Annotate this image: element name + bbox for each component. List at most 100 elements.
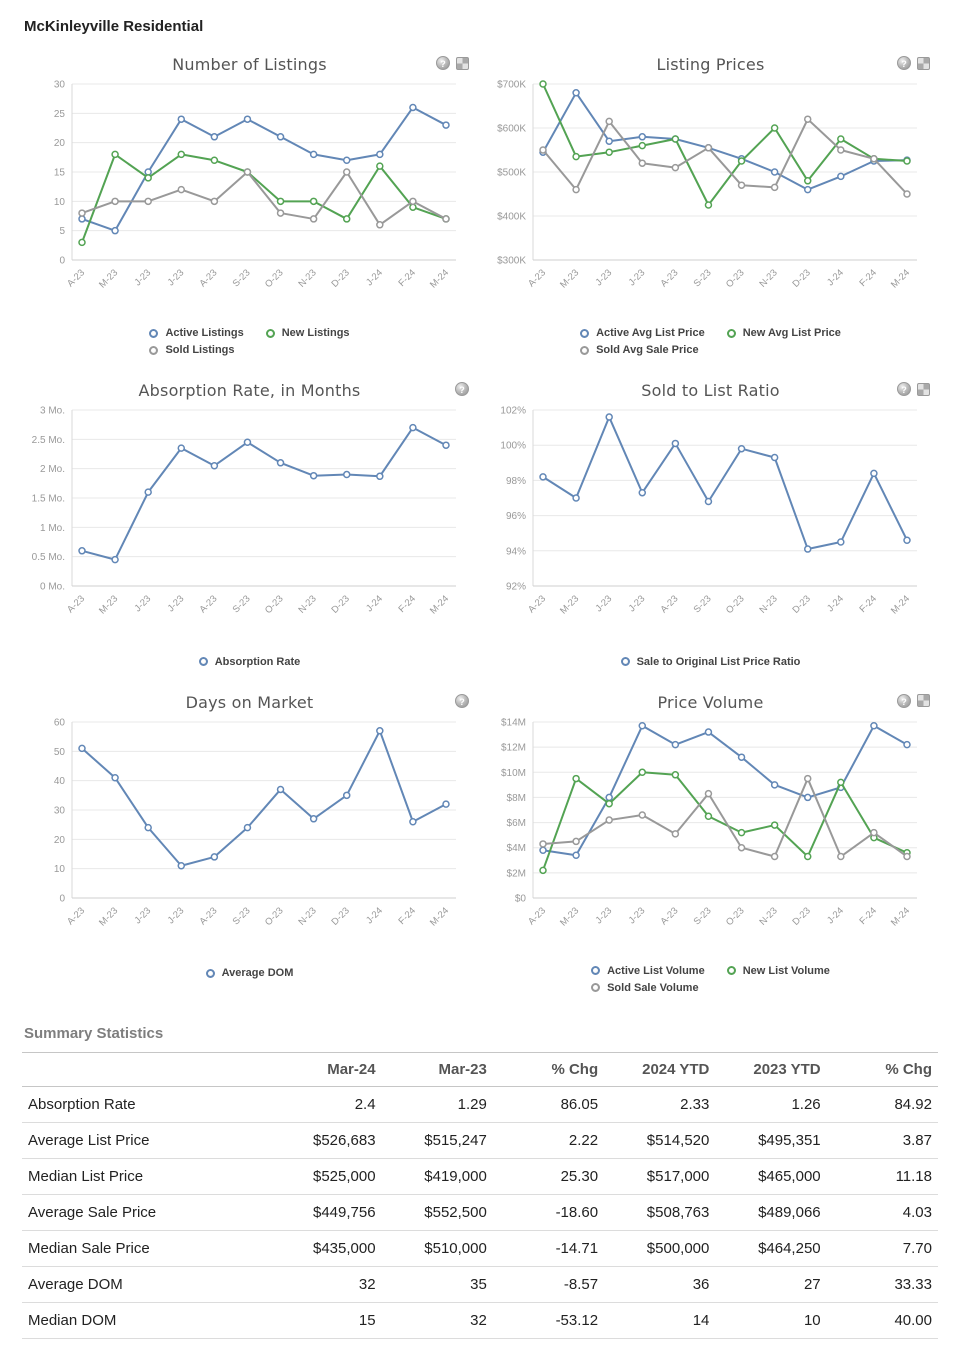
chart-sold-to-list-ratio: Sold to List Ratio? 92% 94% 96% 98% 100% 102% A… <box>483 377 938 673</box>
data-point <box>539 80 547 88</box>
legend-item-active-list-volume[interactable]: Active List Volume <box>591 965 705 977</box>
summary-table-head: Mar-24 Mar-23% Chg 2024 YTD 2023 YTD% Chg <box>22 1051 938 1087</box>
table-row: Average DOM 32 35 -8.57 36 27 33.33 <box>22 1266 938 1303</box>
data-point <box>605 413 613 421</box>
x-tick-label: A-23 <box>659 593 681 615</box>
data-point <box>177 185 186 194</box>
data-point <box>78 238 86 247</box>
chart-canvas: 0 10 20 30 40 50 60 A-23 M-23 J-23 J-23 A-23 S-23 O-2… <box>54 717 456 928</box>
series-line <box>542 83 908 206</box>
chart-title: Price Volume <box>657 692 764 712</box>
x-tick-label: S-23 <box>692 905 714 927</box>
x-tick-label: M-24 <box>889 905 912 928</box>
legend-item-sold-sale-volume[interactable]: Sold Sale Volume <box>591 982 699 994</box>
legend-item-active-listings[interactable]: Active Listings <box>149 327 244 339</box>
data-point <box>737 157 746 165</box>
chart-canvas: $0 $2M $4M $6M $8M $10M $12M $14M A-23 M-23 J-23 J-… <box>501 717 917 928</box>
series-line <box>81 153 447 244</box>
data-point <box>770 124 779 132</box>
x-tick-label: J-24 <box>825 905 846 926</box>
legend-item-new-avg-list-price[interactable]: New Avg List Price <box>726 327 841 339</box>
data-point <box>903 740 911 748</box>
x-tick-label: D-23 <box>330 905 352 927</box>
legend-label: Sale to Original List Price Ratio <box>636 655 801 668</box>
data-point <box>870 469 878 478</box>
data-point <box>605 815 613 824</box>
chart-title: Sold to List Ratio <box>641 381 780 400</box>
x-tick-label: J-23 <box>593 267 614 288</box>
data-point <box>210 156 219 165</box>
legend-item-sold-avg-sale-price[interactable]: Sold Avg Sale Price <box>580 344 699 356</box>
legend-label: Sold Avg Sale Price <box>596 344 699 356</box>
export-icon[interactable] <box>917 694 930 707</box>
info-icon[interactable]: ? <box>455 693 469 708</box>
data-point <box>243 823 252 831</box>
row-value: 84.92 <box>826 1086 938 1123</box>
data-point <box>638 141 647 150</box>
info-icon[interactable]: ? <box>455 382 469 396</box>
y-tick-label: 25 <box>54 109 66 120</box>
summary-col-header <box>22 1051 271 1087</box>
y-tick-label: $6M <box>507 818 526 829</box>
row-label: Average List Price <box>22 1122 271 1159</box>
legend-item-new-list-volume[interactable]: New List Volume <box>726 965 830 977</box>
y-tick-label: 20 <box>54 138 66 149</box>
row-label: Average DOM <box>22 1266 271 1303</box>
x-tick-label: J-24 <box>364 267 385 288</box>
chart-icons: ? <box>897 382 930 396</box>
info-icon[interactable]: ? <box>897 693 911 708</box>
x-tick-label: O-23 <box>724 905 747 928</box>
info-icon[interactable]: ? <box>436 56 450 70</box>
data-point <box>210 133 219 141</box>
data-point <box>144 488 152 496</box>
legend-marker-icon <box>591 983 601 992</box>
y-tick-label: 15 <box>54 168 66 179</box>
x-tick-label: S-23 <box>231 905 253 927</box>
data-point <box>572 185 580 194</box>
data-point <box>770 183 779 192</box>
data-point <box>770 820 779 829</box>
y-tick-label: 50 <box>54 746 66 757</box>
data-point <box>539 473 547 481</box>
data-point <box>837 778 845 786</box>
data-point <box>803 115 812 123</box>
data-point <box>605 799 613 807</box>
data-point <box>671 135 680 143</box>
export-icon[interactable] <box>917 56 930 70</box>
data-point <box>376 162 384 170</box>
legend-item-absorption-rate[interactable]: Absorption Rate <box>198 656 300 668</box>
info-icon[interactable]: ? <box>897 382 911 396</box>
legend-item-sale-to-original-list-price-ratio[interactable]: Sale to Original List Price Ratio <box>620 655 801 668</box>
legend-item-average-dom[interactable]: Average DOM <box>205 967 293 979</box>
info-icon[interactable]: ? <box>897 56 911 70</box>
data-point <box>803 185 812 194</box>
data-point <box>837 146 845 154</box>
data-point <box>572 774 580 782</box>
legend-marker-icon <box>580 345 590 355</box>
export-icon[interactable] <box>456 56 469 70</box>
table-row: Average List Price $526,683 $515,247 2.22 $5… <box>22 1122 938 1159</box>
y-tick-label: $300K <box>497 256 526 267</box>
x-tick-label: M-24 <box>889 267 912 290</box>
x-tick-label: N-23 <box>296 267 318 289</box>
legend-marker-icon <box>198 657 208 666</box>
legend-item-sold-listings[interactable]: Sold Listings <box>149 344 235 356</box>
chart-icons: ? <box>455 382 469 396</box>
row-value: 7.70 <box>826 1230 938 1267</box>
data-point <box>770 168 779 176</box>
data-point <box>177 861 186 869</box>
y-tick-label: $8M <box>507 792 526 803</box>
x-tick-label: J-23 <box>593 905 614 926</box>
data-point <box>539 866 547 874</box>
export-icon[interactable] <box>917 382 930 396</box>
y-tick-label: 0 <box>59 256 65 267</box>
legend-item-active-avg-list-price[interactable]: Active Avg List Price <box>580 327 705 339</box>
row-value: 2.4 <box>270 1086 382 1123</box>
data-point <box>803 774 812 782</box>
x-tick-label: D-23 <box>791 593 813 615</box>
legend-item-new-listings[interactable]: New Listings <box>265 327 350 339</box>
x-tick-label: J-24 <box>825 267 846 288</box>
row-label: Median List Price <box>22 1158 271 1195</box>
row-value: $525,000 <box>270 1158 382 1195</box>
x-tick-label: A-23 <box>659 905 681 927</box>
